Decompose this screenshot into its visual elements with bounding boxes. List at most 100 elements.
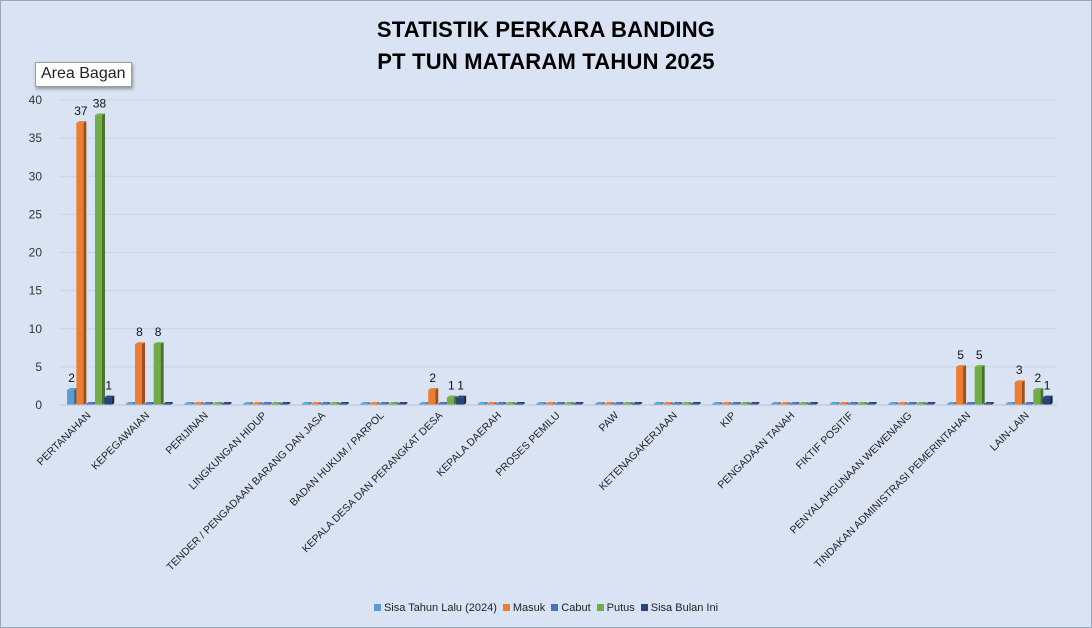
bar[interactable] — [916, 402, 927, 405]
bar[interactable] — [378, 402, 389, 405]
bar[interactable] — [221, 402, 232, 405]
bar[interactable] — [545, 402, 556, 405]
bar[interactable] — [925, 402, 936, 405]
bar[interactable] — [866, 402, 877, 405]
bar[interactable] — [857, 402, 868, 405]
bar[interactable] — [144, 402, 155, 405]
bar[interactable] — [184, 402, 195, 405]
bar[interactable] — [505, 402, 516, 405]
legend-item[interactable]: Cabut — [551, 602, 591, 614]
bar[interactable] — [848, 402, 859, 405]
bar[interactable] — [983, 402, 994, 405]
bar[interactable] — [310, 402, 321, 405]
bar-side — [669, 402, 673, 405]
bar[interactable] — [320, 402, 331, 405]
bar[interactable] — [496, 402, 507, 405]
legend-item[interactable]: Sisa Tahun Lalu (2024) — [373, 602, 497, 614]
bar[interactable] — [770, 402, 781, 405]
bar[interactable] — [906, 402, 917, 405]
legend-item[interactable]: Putus — [596, 602, 635, 614]
bar[interactable] — [486, 402, 497, 405]
bar[interactable] — [193, 402, 204, 405]
bar[interactable] — [730, 402, 741, 405]
bar[interactable] — [388, 402, 399, 405]
bar[interactable] — [721, 402, 732, 405]
bar[interactable] — [135, 342, 146, 405]
bar[interactable] — [428, 387, 439, 405]
bar-side — [142, 342, 146, 405]
x-tick-label: KIP — [718, 410, 738, 430]
bar[interactable] — [613, 402, 624, 405]
legend-item[interactable]: Masuk — [502, 602, 545, 614]
bar[interactable] — [712, 402, 723, 405]
bar[interactable] — [653, 402, 664, 405]
legend-label: Putus — [606, 602, 635, 614]
bar[interactable] — [202, 402, 213, 405]
bar[interactable] — [789, 402, 800, 405]
bar[interactable] — [514, 402, 525, 405]
bar[interactable] — [1014, 380, 1025, 405]
bar[interactable] — [94, 113, 105, 405]
bar-side — [191, 402, 195, 405]
bar[interactable] — [153, 342, 164, 405]
bar[interactable] — [456, 395, 467, 405]
bar[interactable] — [369, 402, 380, 405]
bar[interactable] — [798, 402, 809, 405]
bar[interactable] — [446, 395, 457, 405]
bar[interactable] — [690, 402, 701, 405]
chart-legend[interactable]: Sisa Tahun Lalu (2024) Masuk Cabut Putus Sis… — [0, 602, 1092, 614]
bar[interactable] — [1024, 402, 1035, 405]
bar[interactable] — [681, 402, 692, 405]
bar[interactable] — [338, 402, 349, 405]
bar[interactable] — [329, 402, 340, 405]
bar[interactable] — [243, 402, 254, 405]
bar[interactable] — [104, 395, 115, 405]
bar[interactable] — [536, 402, 547, 405]
bar[interactable] — [573, 402, 584, 405]
bar[interactable] — [1033, 387, 1044, 405]
bar[interactable] — [965, 402, 976, 405]
bar[interactable] — [829, 402, 840, 405]
bar[interactable] — [672, 402, 683, 405]
bar[interactable] — [397, 402, 408, 405]
bar[interactable] — [1005, 402, 1016, 405]
bar[interactable] — [477, 402, 488, 405]
bar[interactable] — [897, 402, 908, 405]
bar[interactable] — [888, 402, 899, 405]
bar[interactable] — [162, 402, 173, 405]
bar[interactable] — [270, 402, 281, 405]
bar[interactable] — [662, 402, 673, 405]
bar[interactable] — [1042, 395, 1053, 405]
bar[interactable] — [280, 402, 291, 405]
bar[interactable] — [946, 402, 957, 405]
bar[interactable] — [67, 387, 78, 405]
bar[interactable] — [604, 402, 615, 405]
bar[interactable] — [808, 402, 819, 405]
bar[interactable] — [261, 402, 272, 405]
bar[interactable] — [252, 402, 263, 405]
bar[interactable] — [301, 402, 312, 405]
bar[interactable] — [622, 402, 633, 405]
bar[interactable] — [740, 402, 751, 405]
bar[interactable] — [838, 402, 849, 405]
bar[interactable] — [564, 402, 575, 405]
bar[interactable] — [594, 402, 605, 405]
bar[interactable] — [632, 402, 643, 405]
bar[interactable] — [85, 402, 96, 405]
bar[interactable] — [212, 402, 223, 405]
bar-side — [160, 342, 164, 405]
bar[interactable] — [418, 402, 429, 405]
bar[interactable] — [125, 402, 136, 405]
bar-top — [712, 402, 723, 404]
bar[interactable] — [360, 402, 371, 405]
bar[interactable] — [749, 402, 760, 405]
bar[interactable] — [974, 365, 985, 405]
bar[interactable] — [76, 121, 87, 405]
bar[interactable] — [554, 402, 565, 405]
bar[interactable] — [780, 402, 791, 405]
bar[interactable] — [437, 402, 448, 405]
legend-item[interactable]: Sisa Bulan Ini — [640, 602, 718, 614]
bar[interactable] — [956, 365, 967, 405]
